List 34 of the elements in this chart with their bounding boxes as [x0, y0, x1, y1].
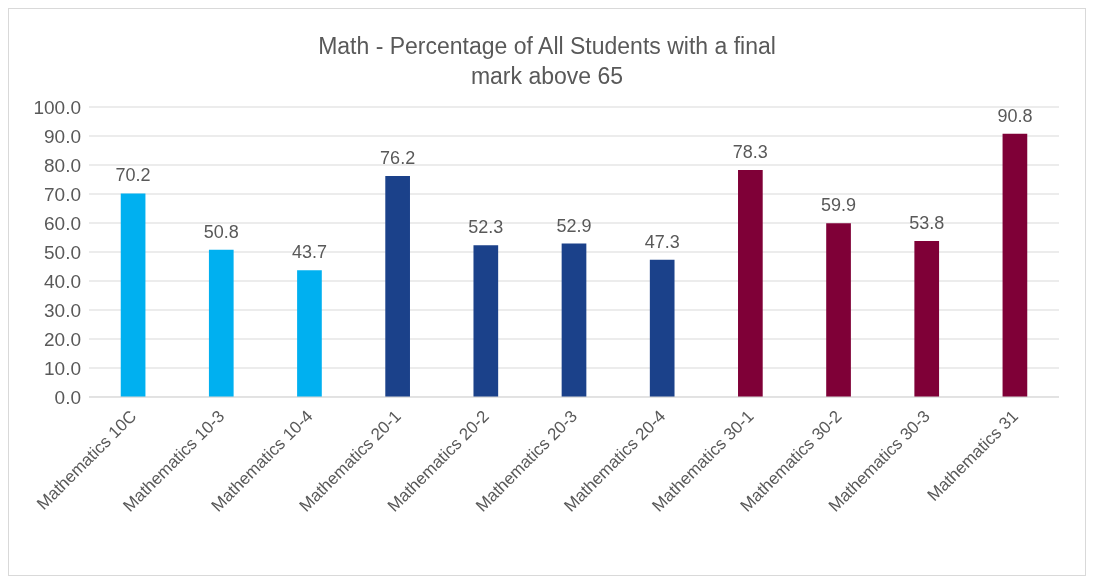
bar	[385, 176, 410, 397]
data-label: 43.7	[291, 242, 327, 263]
data-label: 47.3	[644, 231, 680, 252]
bar	[561, 243, 587, 397]
data-label: 70.2	[115, 165, 151, 186]
y-tick-label: 20.0	[44, 328, 81, 350]
data-label: 76.2	[380, 148, 416, 169]
bar	[120, 193, 146, 397]
data-label: 78.3	[732, 141, 768, 162]
bar	[649, 259, 675, 397]
data-label: 52.9	[556, 215, 592, 236]
y-tick-label: 0.0	[54, 386, 81, 408]
bar	[473, 245, 499, 397]
data-label: 52.3	[468, 217, 504, 238]
bar	[826, 223, 851, 397]
y-tick-label: 80.0	[44, 154, 81, 176]
y-tick-label: 60.0	[44, 212, 81, 234]
y-tick-label: 10.0	[44, 357, 81, 379]
y-tick-label: 70.0	[44, 183, 81, 205]
y-tick-label: 30.0	[44, 299, 81, 321]
chart-title: Math - Percentage of All Students with a final mark above 65	[317, 32, 777, 91]
data-label: 90.8	[997, 105, 1033, 126]
y-tick-label: 40.0	[44, 270, 81, 292]
data-label: 50.8	[203, 221, 239, 242]
bar	[738, 169, 763, 397]
y-tick-label: 50.0	[44, 241, 81, 263]
y-tick-label: 100.0	[33, 96, 81, 118]
bar	[297, 270, 322, 397]
bar	[1002, 133, 1028, 397]
bar	[914, 240, 940, 397]
data-label: 59.9	[821, 195, 857, 216]
data-label: 53.8	[909, 212, 945, 233]
bar	[208, 249, 234, 397]
y-tick-label: 90.0	[44, 125, 81, 147]
